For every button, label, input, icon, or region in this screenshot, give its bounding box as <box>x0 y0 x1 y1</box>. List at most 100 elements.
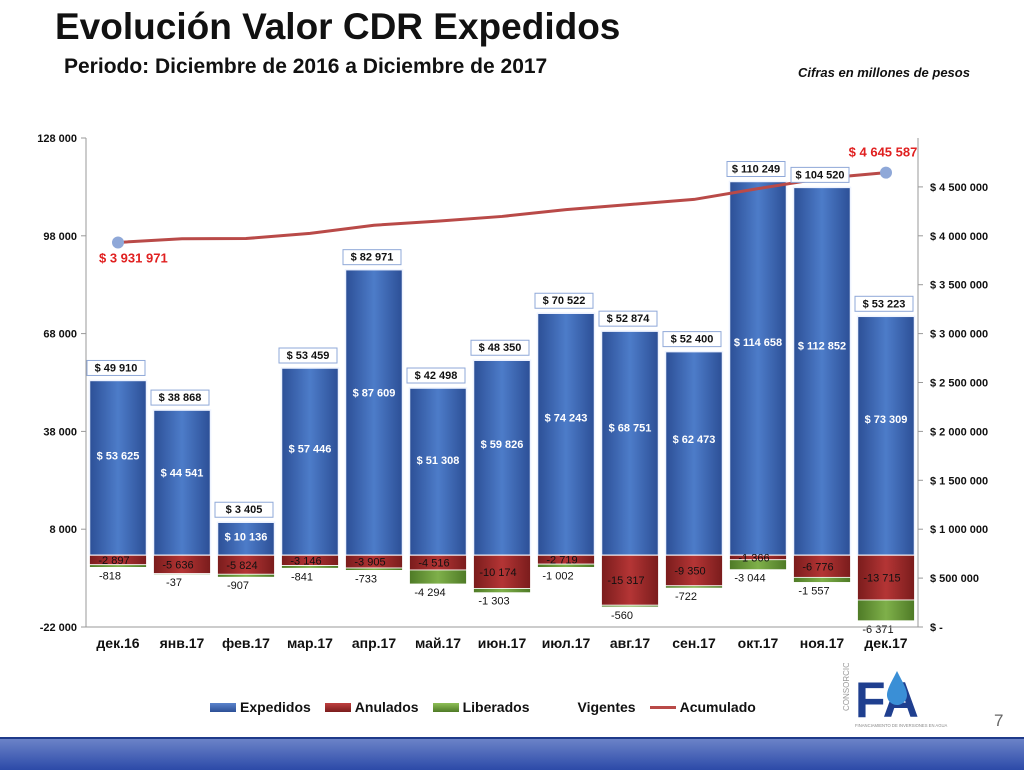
label-expedidos: $ 44 541 <box>161 468 204 480</box>
legend-item-anulados: Anulados <box>324 699 419 715</box>
bar-liberados <box>345 567 403 571</box>
slide-title: Evolución Valor CDR Expedidos <box>55 6 621 47</box>
bar-expedidos <box>280 367 340 557</box>
category-label: авг.17 <box>610 635 650 651</box>
bar-liberados <box>409 569 467 585</box>
acumulado-first-marker <box>112 236 124 249</box>
label-anulados: -1 366 <box>738 553 769 565</box>
legend-label-expedidos: Expedidos <box>240 699 311 715</box>
label-expedidos: $ 68 751 <box>609 423 652 435</box>
vigentes-box <box>790 166 850 183</box>
bar-anulados <box>601 554 659 606</box>
left-tick-label: 38 000 <box>43 426 77 438</box>
legend-item-vigentes: Vigentes <box>577 699 635 715</box>
category-label: окт.17 <box>738 635 779 651</box>
units-note: Cifras en millones de pesos <box>798 65 970 80</box>
bar-anulados <box>473 554 531 589</box>
bar-liberados <box>473 588 531 594</box>
page-number: 7 <box>994 711 1004 730</box>
footer-bar <box>0 737 1024 770</box>
label-vigentes: $ 3 405 <box>226 504 263 516</box>
vigentes-box <box>214 501 274 518</box>
vigentes-box <box>278 347 338 364</box>
category-label: фев.17 <box>222 635 270 651</box>
vigentes-box <box>534 292 594 309</box>
label-vigentes: $ 110 249 <box>732 163 780 175</box>
vigentes-box <box>406 367 466 384</box>
bar-expedidos <box>152 409 212 557</box>
legend-item-acumulado: Acumulado <box>649 699 756 715</box>
bar-liberados <box>665 585 723 589</box>
label-expedidos: $ 87 609 <box>353 387 396 399</box>
legend-label-liberados: Liberados <box>462 699 530 715</box>
legend-swatch-anulados <box>324 702 351 712</box>
vigentes-box <box>342 249 402 266</box>
label-vigentes: $ 52 874 <box>607 313 651 325</box>
right-tick-label: $ 3 500 000 <box>930 280 988 292</box>
label-expedidos: $ 73 309 <box>865 414 908 426</box>
right-tick-label: $ 4 000 000 <box>930 231 988 243</box>
acumulado-last-label: $ 4 645 587 <box>849 145 918 160</box>
slide-subtitle: Periodo: Diciembre de 2016 a Diciembre d… <box>64 55 548 78</box>
label-vigentes: $ 42 498 <box>415 370 458 382</box>
label-anulados: -15 317 <box>607 575 644 587</box>
bar-expedidos <box>536 312 596 557</box>
vigentes-box <box>598 310 658 327</box>
legend-item-liberados: Liberados <box>432 699 530 715</box>
bar-liberados <box>857 599 915 622</box>
label-liberados: -722 <box>675 591 697 603</box>
label-liberados: -37 <box>166 577 182 589</box>
acumulado-first-label: $ 3 931 971 <box>99 250 168 265</box>
category-label: сен.17 <box>672 635 716 651</box>
vigentes-box <box>86 359 146 376</box>
label-liberados: -4 294 <box>414 587 445 599</box>
consorcio-fia-logo: CONSORCIO FA FINANCIAMIENTO DE INVERSION… <box>842 663 948 728</box>
vigentes-box <box>662 331 722 348</box>
chart-legend: Expedidos Anulados Liberados Vigentes Ac… <box>210 697 770 717</box>
logo-mark-text: FA <box>855 672 919 728</box>
bar-liberados <box>217 573 275 578</box>
bar-liberados <box>537 563 595 568</box>
label-liberados: -1 002 <box>542 570 573 582</box>
label-expedidos: $ 59 826 <box>481 439 524 451</box>
label-vigentes: $ 52 400 <box>671 334 714 346</box>
bar-expedidos <box>408 387 468 557</box>
label-expedidos: $ 51 308 <box>417 455 460 467</box>
category-label: дек.17 <box>864 635 907 651</box>
left-tick-label: -22 000 <box>40 622 77 634</box>
right-tick-label: $ - <box>930 622 943 634</box>
cdr-chart: $ 53 625 $ 49 910 -2 897 -818 $ 44 541 $ 38 8… <box>37 133 988 651</box>
bar-liberados <box>153 573 211 576</box>
bar-expedidos <box>216 521 276 557</box>
left-tick-label: 128 000 <box>37 133 77 145</box>
label-anulados: -5 636 <box>162 559 193 571</box>
label-expedidos: $ 53 625 <box>97 451 140 463</box>
bar-anulados <box>665 554 723 587</box>
left-tick-label: 8 000 <box>49 524 77 536</box>
bar-expedidos <box>600 330 660 557</box>
label-anulados: -3 905 <box>354 557 385 569</box>
label-expedidos: $ 114 658 <box>734 337 782 349</box>
category-label: апр.17 <box>352 635 396 651</box>
label-vigentes: $ 70 522 <box>543 295 586 307</box>
label-liberados: -1 557 <box>798 585 829 597</box>
category-label: май.17 <box>415 635 461 651</box>
label-anulados: -6 776 <box>802 561 833 573</box>
vigentes-box <box>150 389 210 406</box>
category-label: ноя.17 <box>800 635 845 651</box>
bar-expedidos <box>856 315 916 557</box>
label-anulados: -5 824 <box>226 560 257 572</box>
legend-swatch-liberados <box>432 702 459 712</box>
label-vigentes: $ 53 223 <box>863 298 906 310</box>
bar-expedidos <box>88 379 148 557</box>
bar-liberados <box>281 565 339 569</box>
category-label: июн.17 <box>478 635 527 651</box>
right-tick-label: $ 2 000 000 <box>930 426 988 438</box>
label-vigentes: $ 48 350 <box>479 342 522 354</box>
water-drop-icon <box>887 671 907 705</box>
legend-label-acumulado: Acumulado <box>679 699 756 715</box>
label-expedidos: $ 112 852 <box>798 341 846 353</box>
label-liberados: -6 371 <box>862 624 893 636</box>
label-liberados: -560 <box>611 610 633 622</box>
category-label: июл.17 <box>542 635 591 651</box>
